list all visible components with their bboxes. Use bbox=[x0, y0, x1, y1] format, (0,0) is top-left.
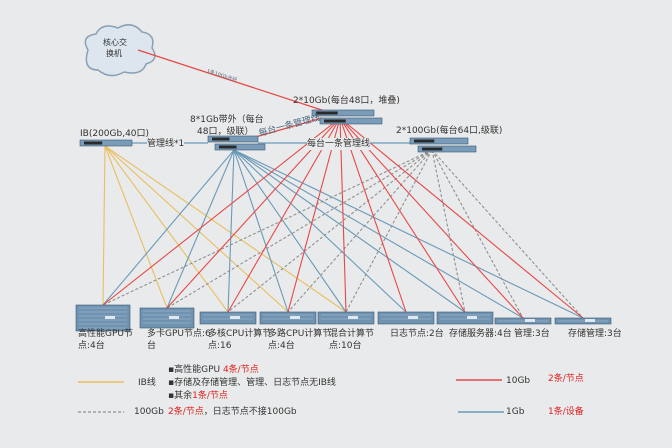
note-text: ，日志节点不接100Gb bbox=[203, 407, 297, 417]
gb1-link bbox=[233, 149, 347, 313]
gb100-link bbox=[227, 149, 433, 313]
server-panel bbox=[105, 316, 115, 319]
gb100-link bbox=[431, 149, 524, 319]
100gb-switch-b-ports bbox=[422, 147, 443, 151]
server-panel bbox=[585, 319, 595, 322]
gb10-link bbox=[339, 117, 466, 313]
server-panel bbox=[169, 316, 179, 319]
note-highlight: 1条/节点 bbox=[192, 391, 228, 401]
1gb-switch-b bbox=[214, 143, 266, 151]
legend-ib-label: IB线 bbox=[138, 378, 156, 388]
legend-10gb-note: 2条/节点 bbox=[548, 374, 584, 384]
10gb-switch-b bbox=[319, 117, 383, 125]
legend-10gb-label: 10Gb bbox=[506, 376, 531, 386]
1gb-switch-a bbox=[207, 135, 259, 143]
server-node bbox=[75, 304, 131, 332]
switch-ib-label: IB(200Gb,40口) bbox=[80, 129, 150, 139]
gb1-link bbox=[166, 149, 235, 309]
switch-1gb-label-2: 48口，级联） bbox=[197, 127, 254, 137]
10gb-switch-a-ports bbox=[316, 111, 338, 115]
gb1-link bbox=[233, 149, 407, 313]
server-panel bbox=[348, 316, 358, 319]
legend-note-2: ▪存储及存储管理、管理、日志节点无IB线 bbox=[168, 378, 336, 388]
node-label: 日志节点:2台 bbox=[390, 329, 444, 339]
gb100-link bbox=[166, 149, 433, 309]
100gb-switch-a bbox=[409, 137, 469, 145]
gb100-link bbox=[345, 149, 433, 313]
100gb-switch-b bbox=[417, 145, 477, 153]
node-label: 多卡GPU节点:6台 bbox=[147, 329, 211, 351]
gb100-link bbox=[431, 149, 584, 319]
core-label-2: 换机 bbox=[106, 49, 122, 58]
gb1-link bbox=[227, 149, 235, 313]
server-node bbox=[377, 311, 435, 325]
gb10-link bbox=[339, 117, 407, 313]
node-label: 高性能GPU节点:4台 bbox=[78, 329, 133, 351]
ib-switch-ports bbox=[84, 141, 103, 145]
core-switch-cloud bbox=[84, 24, 156, 77]
core-label-1: 核心交 bbox=[103, 38, 127, 47]
server-node bbox=[199, 311, 257, 325]
server-panel bbox=[290, 316, 300, 319]
gb1-link bbox=[233, 149, 524, 319]
gb10-link bbox=[339, 117, 347, 313]
gb10-link bbox=[227, 117, 341, 313]
node-label: 存储管理:3台 bbox=[568, 329, 622, 339]
node-label: 存储服务器:4台 bbox=[449, 329, 512, 339]
legend-100gb-note: 2条/节点，日志节点不接100Gb bbox=[168, 406, 297, 418]
server-node bbox=[259, 311, 317, 325]
note-text: ▪其余 bbox=[168, 391, 193, 401]
gb1-link bbox=[233, 149, 584, 319]
server-node bbox=[317, 311, 375, 325]
1gb-switch-a-ports bbox=[212, 137, 230, 141]
legend-note-3: ▪其余1条/节点 bbox=[168, 390, 228, 402]
node-label: 混合计算节点:10台 bbox=[329, 329, 375, 351]
1gb-switch-b-ports bbox=[219, 145, 237, 149]
100gb-switch-a-ports bbox=[414, 139, 435, 143]
switch-1gb-label-1: 8*1Gb带外（每台 bbox=[190, 115, 264, 125]
server-panel bbox=[525, 319, 535, 322]
ib-link bbox=[104, 145, 229, 313]
server-panel bbox=[230, 316, 240, 319]
gb10-link bbox=[287, 117, 341, 313]
mgmt-label-100gb: 每台一条管理线 bbox=[307, 138, 371, 150]
node-label: 多核CPU计算节点:16 bbox=[208, 329, 272, 351]
gb10-link bbox=[339, 117, 524, 319]
gb1-link bbox=[102, 149, 235, 306]
ib-link bbox=[104, 145, 168, 309]
server-node bbox=[436, 311, 494, 325]
server-panel bbox=[467, 316, 477, 319]
legend-1gb-label: 1Gb bbox=[506, 407, 525, 417]
switch-100gb-label: 2*100Gb(每台64口,级联) bbox=[396, 126, 503, 136]
gb100-link bbox=[431, 149, 466, 313]
ib-link bbox=[104, 145, 347, 313]
ib-link bbox=[104, 145, 289, 313]
gb10-link bbox=[102, 117, 341, 306]
mgmt-label-ib: 管理线*1 bbox=[147, 138, 185, 150]
core-uplink bbox=[137, 49, 335, 115]
10gb-switch-b-ports bbox=[324, 119, 346, 123]
server-panel bbox=[408, 316, 418, 319]
legend-100gb-label: 100Gb bbox=[134, 407, 164, 417]
gb100-link bbox=[287, 149, 433, 313]
switch-10gb-label: 2*10Gb(每台48口，堆叠) bbox=[293, 96, 400, 106]
ib-link bbox=[102, 145, 106, 306]
gb10-link bbox=[339, 117, 584, 319]
10gb-switch-a bbox=[311, 109, 375, 117]
gb1-link bbox=[233, 149, 289, 313]
gb1-link bbox=[233, 149, 466, 313]
note-highlight: 2条/节点 bbox=[168, 407, 204, 417]
legend-note-1: ▪高性能GPU 4条/节点 bbox=[168, 364, 259, 376]
note-highlight: 4条/节点 bbox=[222, 365, 259, 375]
ib-switch bbox=[79, 139, 133, 147]
legend-1gb-note: 1条/设备 bbox=[548, 407, 584, 417]
node-label: 多路CPU计算节点:4台 bbox=[268, 329, 332, 351]
note-text: ▪高性能GPU bbox=[168, 365, 223, 375]
node-label: 管理:3台 bbox=[514, 329, 550, 339]
